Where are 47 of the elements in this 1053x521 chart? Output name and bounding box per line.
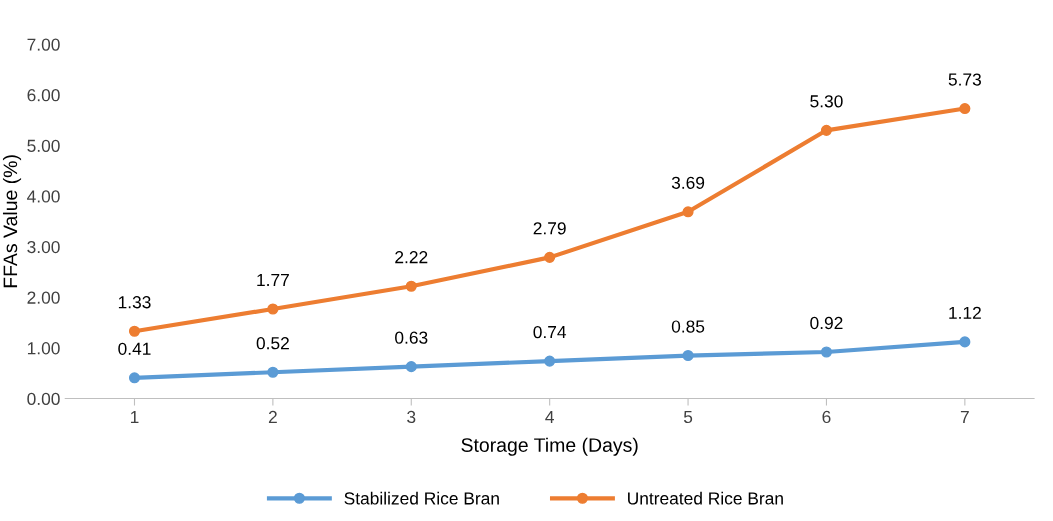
data-label: 0.92 xyxy=(810,316,843,330)
data-label: 0.63 xyxy=(395,331,428,344)
data-label: 1.12 xyxy=(949,306,981,319)
legend-label: Stabilized Rice Bran xyxy=(344,491,499,505)
legend-label: Untreated Rice Bran xyxy=(628,491,783,505)
y-tick-label: 4.00 xyxy=(27,190,60,203)
data-label: 0.74 xyxy=(533,325,567,339)
data-label: 1.77 xyxy=(257,273,289,286)
data-label: 1.33 xyxy=(118,296,151,309)
point xyxy=(959,103,971,115)
point xyxy=(820,124,833,136)
point xyxy=(405,361,417,373)
x-tick-label: 1 xyxy=(130,411,139,423)
data-label: 2.22 xyxy=(395,251,428,264)
y-tick-label: 0.00 xyxy=(27,392,60,406)
data-label: 0.41 xyxy=(118,342,151,355)
point xyxy=(682,206,694,218)
y-tick-label: 2.00 xyxy=(27,291,60,304)
data-label: 0.85 xyxy=(671,320,705,333)
data-label: 5.73 xyxy=(948,73,981,86)
y-tick-label: 3.00 xyxy=(27,240,60,254)
data-label: 5.30 xyxy=(810,95,843,108)
y-axis-title: FFAs Value (%) xyxy=(2,155,22,288)
x-tick-label: 2 xyxy=(268,410,277,423)
point xyxy=(128,372,141,384)
point xyxy=(544,355,556,367)
data-label: 2.79 xyxy=(533,222,566,235)
point xyxy=(959,336,971,348)
x-tick-label: 7 xyxy=(960,411,969,423)
point xyxy=(128,325,141,337)
y-tick-label: 7.00 xyxy=(27,38,60,51)
point xyxy=(405,280,417,292)
x-tick-label: 4 xyxy=(545,411,554,423)
y-tick-label: 6.00 xyxy=(27,89,60,102)
y-tick-label: 1.00 xyxy=(27,342,60,355)
x-tick-label: 5 xyxy=(683,411,693,424)
data-label: 0.52 xyxy=(256,337,289,350)
point xyxy=(682,349,694,362)
x-tick-label: 3 xyxy=(407,410,416,424)
y-tick-label: 5.00 xyxy=(27,139,60,152)
point xyxy=(267,303,279,315)
x-axis-title: Storage Time (Days) xyxy=(461,437,638,456)
data-label: 3.69 xyxy=(671,176,705,189)
x-tick-label: 6 xyxy=(822,410,831,424)
point xyxy=(544,251,556,263)
point xyxy=(267,366,279,378)
point xyxy=(820,346,833,358)
